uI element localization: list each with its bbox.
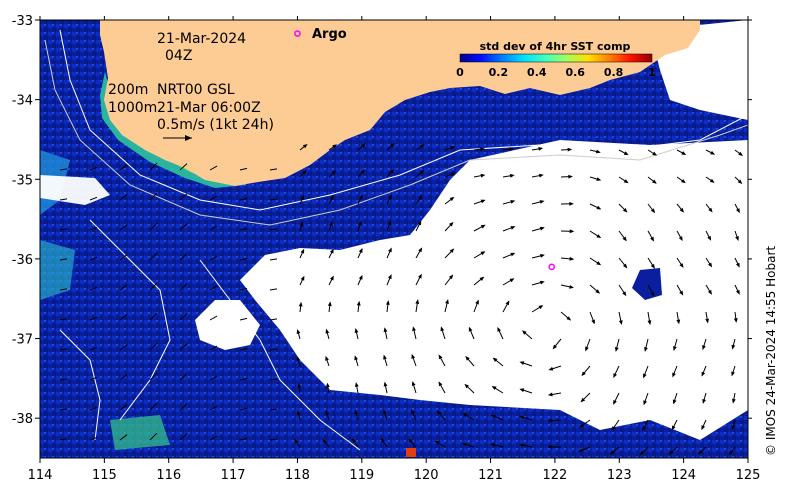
- lon-tick-label: 116: [156, 468, 181, 483]
- lon-tick-label: 120: [414, 468, 439, 483]
- lat-tick-label: -36: [12, 253, 33, 268]
- lon-tick-label: 125: [736, 468, 761, 483]
- lon-tick-label: 122: [542, 468, 567, 483]
- argo-label: Argo: [312, 27, 347, 42]
- hot-pixel: [406, 448, 416, 457]
- contour-200-label: 200m: [108, 82, 148, 98]
- colorbar-tick-label: 0.8: [604, 66, 624, 79]
- south-variability-patch: [110, 415, 170, 450]
- lat-tick-label: -35: [12, 173, 33, 188]
- lon-tick-label: 124: [671, 468, 696, 483]
- colorbar: [460, 54, 652, 62]
- lat-tick-label: -33: [12, 14, 33, 29]
- colorbar-tick-label: 0: [456, 66, 464, 79]
- contour-1000-label: 1000m: [108, 100, 157, 116]
- lon-tick-label: 117: [221, 468, 246, 483]
- colorbar-tick-label: 1: [648, 66, 656, 79]
- lon-tick-label: 119: [349, 468, 374, 483]
- credit-text: © IMOS 24-Mar-2024 14:55 Hobart: [764, 246, 778, 456]
- lon-tick-label: 115: [92, 468, 117, 483]
- scale-label: 0.5m/s (1kt 24h): [157, 117, 274, 133]
- colorbar-tick-label: 0.4: [527, 66, 547, 79]
- date-label: 21-Mar-2024: [157, 31, 246, 47]
- time-label: 04Z: [165, 48, 192, 64]
- lon-tick-label: 121: [478, 468, 503, 483]
- lon-tick-label: 118: [285, 468, 310, 483]
- lat-tick-label: -38: [12, 412, 33, 427]
- lat-tick-label: -37: [12, 333, 33, 348]
- current-product-label: NRT00 GSL: [157, 82, 235, 98]
- colorbar-tick-label: 0.6: [565, 66, 585, 79]
- colorbar-tick-label: 0.2: [489, 66, 509, 79]
- lon-tick-label: 114: [28, 468, 53, 483]
- lon-tick-label: 123: [607, 468, 632, 483]
- colorbar-title: std dev of 4hr SST comp: [480, 40, 631, 53]
- current-time-label: 21-Mar 06:00Z: [157, 100, 261, 116]
- lat-tick-label: -34: [12, 94, 33, 109]
